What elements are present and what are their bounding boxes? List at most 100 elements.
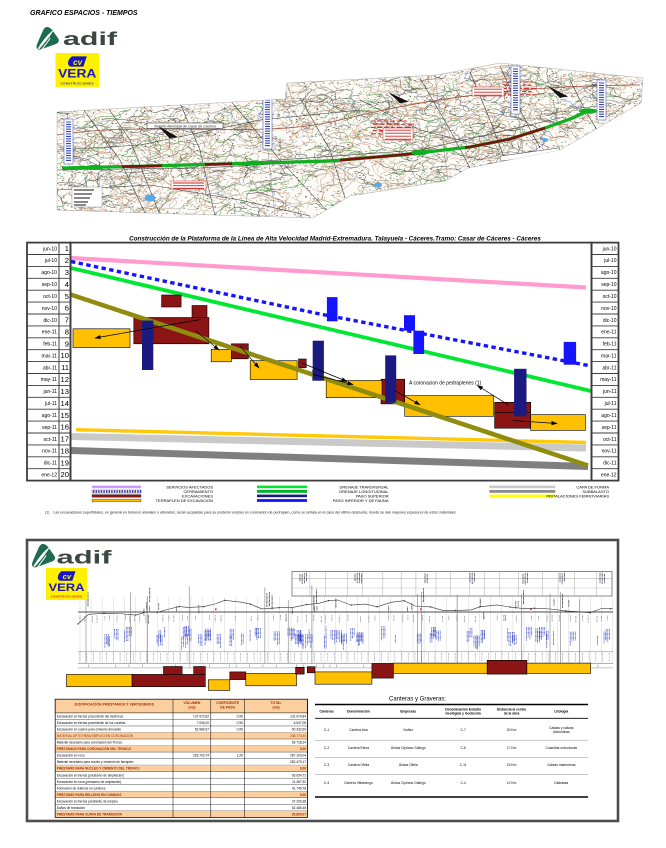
svg-text:2: 2 [65, 256, 69, 265]
svg-text:sep-10: sep-10 [601, 282, 617, 288]
svg-text:5: 5 [65, 292, 69, 301]
svg-text:Excavación en suelos para cimi: Excavación en suelos para cimiento drena… [57, 728, 122, 732]
svg-text:52.980,67: 52.980,67 [195, 728, 209, 732]
svg-text:7.936,00: 7.936,00 [197, 721, 210, 725]
svg-text:ene-11: ene-11 [42, 330, 57, 336]
svg-text:Áridos Cipriano Gallego: Áridos Cipriano Gallego [391, 746, 426, 750]
svg-text:93.054,72: 93.054,72 [292, 773, 306, 777]
svg-text:nov-10: nov-10 [601, 306, 617, 312]
svg-text:137.973,52: 137.973,52 [193, 715, 209, 719]
svg-text:abr-11: abr-11 [43, 365, 57, 371]
svg-text:0,95: 0,95 [237, 728, 243, 732]
svg-text:adif: adif [63, 28, 118, 49]
svg-text:Denominación Estudio: Denominación Estudio [445, 708, 481, 712]
svg-text:oct-10: oct-10 [43, 294, 57, 300]
svg-text:50.332,60: 50.332,60 [292, 728, 306, 732]
svg-text:41.745,78: 41.745,78 [292, 786, 306, 790]
svg-text:dolomíticas: dolomíticas [553, 730, 570, 734]
svg-text:ene-12: ene-12 [41, 472, 57, 478]
svg-text:DRENAJE TRANSVERSAL: DRENAJE TRANSVERSAL [340, 484, 390, 489]
svg-text:INSTALACIONES FERROVIARIAS: INSTALACIONES FERROVIARIAS [546, 493, 609, 498]
svg-text:MATERIAL APTO PARA EMPLEO EN C: MATERIAL APTO PARA EMPLEO EN CORONACIÓN [57, 733, 134, 738]
svg-text:C-6: C-6 [460, 746, 465, 750]
svg-text:282.479,17: 282.479,17 [290, 760, 306, 764]
svg-text:0,00: 0,00 [300, 747, 306, 751]
svg-text:DRENAJE LONGITUDINAL: DRENAJE LONGITUDINAL [339, 489, 389, 494]
svg-text:19: 19 [61, 458, 69, 467]
svg-text:Excavación en tierras pendient: Excavación en tierras pendiente de emple… [57, 799, 118, 803]
svg-text:may-11: may-11 [41, 377, 58, 383]
svg-text:CERRAMIENTO: CERRAMIENTO [184, 489, 213, 494]
svg-text:nov-10: nov-10 [42, 306, 58, 312]
svg-text:PRÉSTAMO PARA RELLENO EN CAMIN: PRÉSTAMO PARA RELLENO EN CAMINOS [57, 792, 122, 797]
svg-text:53.728,24: 53.728,24 [292, 741, 306, 745]
svg-text:sep-10: sep-10 [42, 282, 58, 288]
svg-text:Nuñez: Nuñez [403, 728, 413, 732]
svg-text:PASO SUPERIOR: PASO SUPERIOR [356, 493, 389, 498]
svg-text:1,26: 1,26 [237, 754, 243, 758]
svg-text:Cantera Elena: Cantera Elena [348, 746, 369, 750]
svg-text:8: 8 [65, 328, 69, 337]
svg-text:dic-10: dic-10 [43, 318, 57, 324]
svg-text:15 Km: 15 Km [507, 763, 517, 767]
svg-text:COEFICIENTE: COEFICIENTE [216, 701, 240, 705]
svg-text:feb-11: feb-11 [603, 342, 617, 348]
svg-text:nov-11: nov-11 [42, 449, 57, 455]
svg-text:0,00: 0,00 [300, 767, 306, 771]
svg-text:0,95: 0,95 [237, 721, 243, 725]
svg-text:62.486,45: 62.486,45 [292, 806, 306, 810]
svg-text:Áridos Ofelia: Áridos Ofelia [399, 763, 418, 767]
svg-text:Formación de rellenos en camin: Formación de rellenos en caminos [57, 786, 106, 790]
svg-text:Calizas marmóreas: Calizas marmóreas [547, 763, 576, 767]
svg-text:18: 18 [61, 447, 69, 456]
svg-text:(1) Las excavaciones superf: (1) Las excavaciones superficiales, en g… [45, 511, 456, 515]
svg-text:CAPA DE FORMA: CAPA DE FORMA [576, 484, 609, 489]
svg-text:mar-11: mar-11 [42, 353, 58, 359]
svg-text:267.103,04: 267.103,04 [290, 754, 306, 758]
svg-text:C-11: C-11 [460, 763, 467, 767]
svg-text:VERA: VERA [58, 68, 97, 80]
svg-text:Canteras: Canteras [319, 710, 333, 714]
svg-text:cv: cv [63, 572, 72, 581]
svg-text:20: 20 [61, 470, 69, 479]
svg-text:11.467,92: 11.467,92 [292, 780, 306, 784]
svg-text:6.547,06: 6.547,06 [294, 721, 307, 725]
svg-text:oct-11: oct-11 [43, 437, 57, 443]
svg-text:oct-11: oct-11 [603, 437, 617, 443]
svg-text:Geológica y Geotecnia: Geológica y Geotecnia [445, 712, 481, 716]
svg-text:cv: cv [73, 58, 83, 67]
svg-text:Excavación en roca: Excavación en roca [57, 754, 85, 758]
svg-text:Cuarcitas ordovícicas: Cuarcitas ordovícicas [546, 746, 578, 750]
svg-text:9: 9 [65, 339, 69, 348]
svg-text:16: 16 [61, 423, 69, 432]
svg-text:Excavación en tierras proceden: Excavación en tierras procedente del des… [57, 715, 124, 719]
svg-text:abr-11: abr-11 [602, 365, 616, 371]
svg-text:C-7: C-7 [460, 728, 465, 732]
svg-text:Construcción de la Plataforma: Construcción de la Plataforma de la Líne… [129, 235, 541, 242]
svg-text:SUBBALASTO: SUBBALASTO [582, 489, 609, 494]
svg-text:ene-12: ene-12 [601, 472, 617, 478]
svg-text:adif: adif [57, 547, 113, 568]
svg-text:sep-11: sep-11 [602, 425, 617, 431]
svg-text:Áridos Cipriano Gallego: Áridos Cipriano Gallego [391, 781, 426, 785]
svg-text:263.703,74: 263.703,74 [193, 754, 209, 758]
svg-text:Cantera Ofelia: Cantera Ofelia [348, 763, 369, 767]
svg-text:ago-10: ago-10 [601, 270, 617, 276]
svg-text:SERVICIOS AFECTADOS: SERVICIOS AFECTADOS [166, 484, 213, 489]
svg-text:sep-11: sep-11 [42, 425, 57, 431]
svg-text:4: 4 [65, 280, 69, 289]
svg-text:238.774,40: 238.774,40 [290, 734, 306, 738]
svg-text:dic-11: dic-11 [44, 461, 57, 467]
svg-text:A coronacion de pedraplenes (1: A coronacion de pedraplenes (1) [409, 380, 482, 386]
svg-text:Excavación en roca (prestamo d: Excavación en roca (prestamo de ampliaci… [57, 780, 122, 784]
svg-text:10: 10 [61, 351, 69, 360]
svg-text:VERA: VERA [48, 582, 84, 594]
svg-text:15: 15 [61, 411, 69, 420]
svg-text:jul-10: jul-10 [603, 258, 616, 264]
svg-text:Distancia al centro: Distancia al centro [497, 708, 526, 712]
svg-text:12: 12 [61, 375, 69, 384]
svg-text:13: 13 [61, 387, 69, 396]
svg-text:may-11: may-11 [600, 377, 617, 383]
svg-text:20.890,07: 20.890,07 [292, 812, 306, 816]
svg-text:6: 6 [65, 304, 69, 313]
